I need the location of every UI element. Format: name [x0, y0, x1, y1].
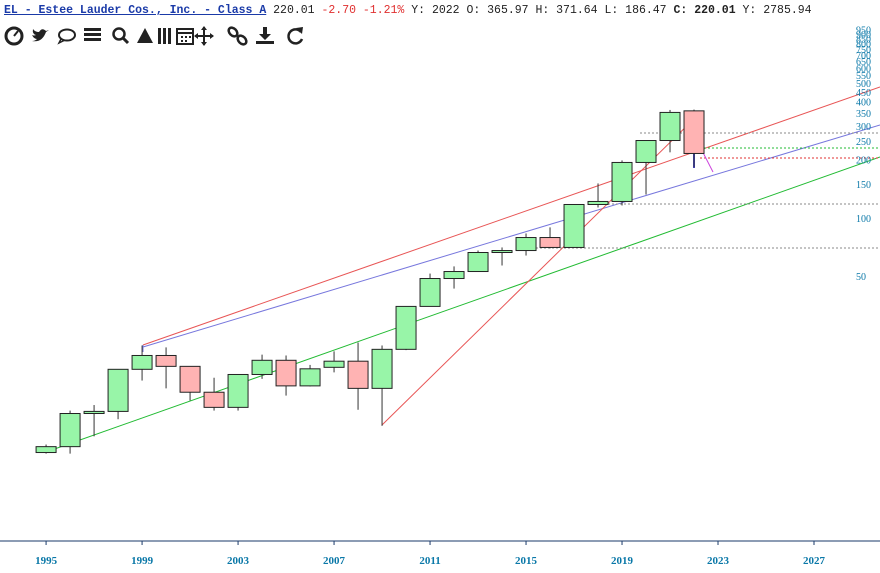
download-icon[interactable]: [256, 27, 274, 44]
refresh-icon[interactable]: [287, 27, 304, 45]
candle-body: [371, 348, 393, 389]
y-tick-label: 650: [856, 57, 871, 68]
x-tick-label: 1999: [131, 555, 154, 567]
comment-icon[interactable]: [57, 28, 76, 45]
x-tick-label: 2019: [611, 555, 634, 567]
x-tick-label: 2015: [515, 555, 538, 567]
candle-body: [635, 140, 657, 163]
candle-body: [59, 413, 81, 448]
trend-line: [381, 112, 701, 426]
candle-body: [491, 250, 513, 254]
y-tick-label: 750: [856, 45, 871, 56]
candle-body: [83, 410, 105, 415]
ohlc: Y: 2022 O: 365.97 H: 371.64 L: 186.47: [411, 4, 667, 17]
trend-line: [45, 156, 880, 453]
candle-body: [35, 446, 57, 454]
link-icon[interactable]: [227, 26, 248, 46]
y-tick-label: 550: [856, 71, 871, 82]
change: -2.70: [321, 4, 356, 17]
candle-body: [203, 391, 225, 408]
close: 220.01: [694, 4, 736, 17]
candle-body: [107, 368, 129, 412]
candle-body: [515, 237, 537, 252]
y-tick-label: 500: [856, 79, 871, 90]
y-tick-label: 700: [856, 51, 871, 62]
y-tick-label: 350: [856, 109, 871, 120]
y-tick-label: 200: [856, 156, 871, 167]
candle-body: [347, 360, 369, 389]
triangle-icon[interactable]: [137, 28, 153, 43]
trend-line: [142, 86, 880, 346]
candle-body: [443, 271, 465, 280]
candle-body: [395, 305, 417, 350]
change-pct: -1.21%: [362, 4, 405, 17]
y-tick-label: 400: [856, 98, 871, 109]
candle-body: [467, 252, 489, 273]
drawings: [45, 86, 880, 453]
last-price: 220.01: [273, 4, 315, 17]
search-icon[interactable]: [112, 27, 130, 45]
symbol-title[interactable]: EL - Estee Lauder Cos., Inc. - Class A: [4, 4, 267, 17]
list-icon[interactable]: [84, 28, 101, 41]
twitter-icon[interactable]: [32, 29, 49, 42]
candle-body: [251, 359, 273, 375]
y-tick-label: 450: [856, 88, 871, 99]
candle-body: [227, 373, 249, 408]
candle-body: [587, 200, 609, 205]
candle-body: [683, 110, 705, 154]
candle-body: [659, 111, 681, 142]
candle-body: [539, 237, 561, 248]
calendar-icon[interactable]: [176, 28, 194, 45]
candle-body: [131, 354, 153, 370]
candle-body: [323, 360, 345, 368]
move-icon[interactable]: [194, 26, 214, 46]
header: EL - Estee Lauder Cos., Inc. - Class A 2…: [4, 4, 812, 17]
x-tick-label: 2027: [803, 555, 826, 567]
y-tick-label: 850: [856, 35, 871, 46]
dashboard-icon[interactable]: [4, 26, 24, 46]
y-tick-label: 150: [856, 180, 871, 191]
close-label: C:: [673, 4, 688, 17]
x-tick-label: 1995: [35, 555, 58, 567]
y-tick-label: 950: [856, 25, 871, 36]
volume: Y: 2785.94: [742, 4, 812, 17]
candle-body: [275, 359, 297, 387]
y-tick-label: 300: [856, 122, 871, 133]
candle-body: [611, 161, 633, 202]
candle-body: [155, 354, 177, 367]
y-tick-label: 800: [856, 40, 871, 51]
y-tick-label: 250: [856, 137, 871, 148]
y-tick-label: 600: [856, 64, 871, 75]
y-tick-label: 100: [856, 214, 871, 225]
bars-icon[interactable]: [158, 28, 171, 44]
x-tick-label: 2003: [227, 555, 250, 567]
candle-body: [563, 203, 585, 248]
candle-body: [299, 368, 321, 387]
candle-body: [179, 365, 201, 393]
y-tick-label: 50: [856, 272, 866, 283]
candle-body: [419, 278, 441, 307]
x-tick-label: 2011: [419, 555, 440, 567]
x-tick-label: 2007: [323, 555, 346, 567]
toolbar: [4, 26, 304, 46]
trend-line: [142, 124, 880, 348]
y-tick-label: 900: [856, 30, 871, 41]
x-tick-label: 2023: [707, 555, 730, 567]
